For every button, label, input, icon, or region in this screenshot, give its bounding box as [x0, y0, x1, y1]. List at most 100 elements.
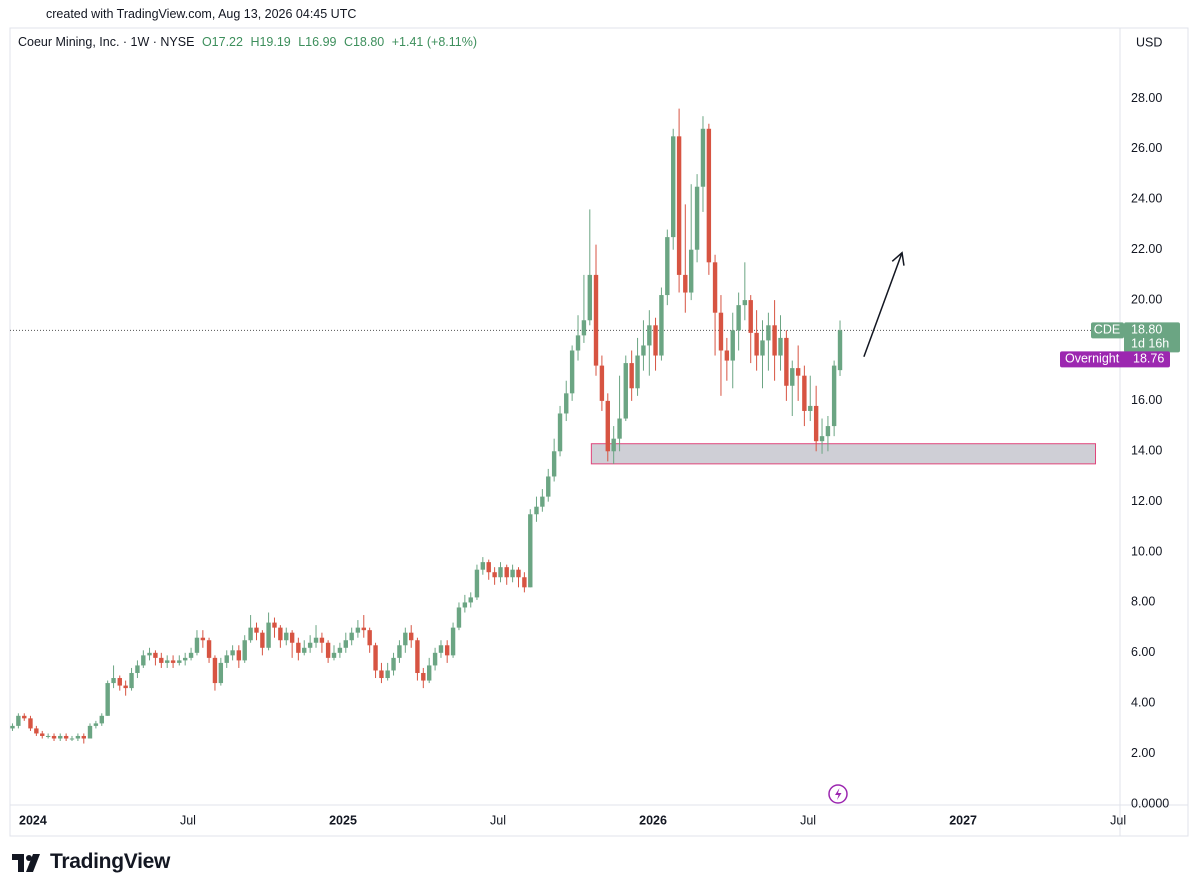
- candle-body: [736, 305, 741, 331]
- currency: USD: [1136, 35, 1162, 49]
- candle-body: [819, 436, 825, 442]
- candle-body: [355, 627, 361, 633]
- close-value: C18.80: [343, 35, 385, 49]
- candle-body: [605, 400, 610, 452]
- event-bolt[interactable]: [835, 788, 842, 800]
- candle-body: [653, 325, 658, 356]
- candle-body: [337, 647, 343, 653]
- candle-body: [51, 735, 57, 739]
- candle-body: [617, 418, 622, 439]
- overnight-tag-name: Overnight: [1065, 352, 1120, 366]
- candle-body: [700, 128, 706, 187]
- candle-body: [528, 514, 533, 588]
- candle-body: [260, 632, 265, 648]
- arrow-head: [891, 251, 905, 266]
- legend: Coeur Mining, Inc. · 1W · NYSE O17.22 H1…: [18, 35, 477, 49]
- candle-body: [795, 368, 801, 376]
- price-tag-countdown: 1d 16h: [1131, 337, 1169, 351]
- candle-body: [480, 562, 486, 570]
- candle-body: [75, 735, 81, 739]
- candle-body: [99, 715, 104, 724]
- candle-body: [784, 337, 789, 386]
- candle-body: [808, 405, 813, 411]
- candle-body: [564, 393, 569, 414]
- support-zone: [590, 443, 1097, 465]
- price-tag-value: 18.80: [1131, 323, 1162, 337]
- open-value: O17.22: [201, 35, 243, 49]
- y-tick-label: 0.0000: [1131, 796, 1169, 810]
- candle-body: [748, 300, 753, 333]
- drawings: [590, 251, 1097, 465]
- candle-body: [492, 572, 497, 578]
- candle-body: [671, 136, 676, 238]
- candle-body: [599, 365, 605, 401]
- candle-body: [10, 725, 15, 729]
- change-value: +1.41 (+8.11%): [391, 35, 477, 49]
- candle-body: [367, 630, 372, 646]
- candle-body: [510, 569, 515, 578]
- overnight-tag-value: 18.76: [1133, 352, 1164, 366]
- candle-body: [778, 337, 783, 356]
- candle-body: [272, 622, 277, 628]
- logo-part: [26, 854, 40, 872]
- candle-body: [391, 657, 396, 671]
- y-tick-label: 4.00: [1131, 696, 1155, 710]
- candle-body: [385, 670, 390, 679]
- candle-body: [63, 735, 69, 739]
- candle-body: [224, 655, 229, 663]
- candle-body: [635, 355, 640, 389]
- candle-body: [831, 365, 837, 427]
- y-tick-label: 2.00: [1131, 746, 1155, 760]
- frame: [9, 27, 1189, 837]
- candle-body: [551, 451, 557, 477]
- candle-body: [706, 128, 712, 263]
- symbol-name: Coeur Mining, Inc. · 1W · NYSE: [18, 35, 195, 49]
- candle-body: [153, 652, 158, 658]
- candle-body: [540, 496, 545, 507]
- candle-body: [188, 652, 194, 658]
- candle-body: [289, 632, 295, 643]
- candle-body: [647, 325, 652, 346]
- logo-part: [26, 855, 32, 861]
- candle-body: [683, 274, 688, 293]
- candle-body: [278, 627, 283, 641]
- candle-body: [129, 672, 134, 689]
- candle-body: [307, 642, 313, 648]
- candle-body: [444, 645, 450, 656]
- candle-body: [230, 650, 235, 656]
- candle-body: [730, 330, 735, 361]
- candle-body: [141, 655, 146, 666]
- price-tag-name-text: CDE: [1094, 323, 1120, 337]
- candle-body: [450, 627, 456, 656]
- candles: [10, 108, 843, 744]
- candle-body: [22, 715, 27, 719]
- y-tick-label: 28.00: [1131, 91, 1162, 105]
- candle-body: [164, 660, 170, 663]
- candle-body: [284, 632, 289, 641]
- candle-body: [182, 657, 188, 661]
- y-tick-label: 16.00: [1131, 393, 1162, 407]
- candle-body: [379, 670, 384, 679]
- y-tick-label: 10.00: [1131, 544, 1162, 558]
- header: created with TradingView.com, Aug 13, 20…: [46, 7, 357, 21]
- event-icon[interactable]: [828, 784, 848, 804]
- candle-body: [242, 640, 247, 661]
- y-tick-label: 12.00: [1131, 494, 1162, 508]
- candle-body: [629, 363, 634, 389]
- candle-body: [474, 569, 480, 598]
- candle-body: [194, 637, 200, 653]
- candle-body: [349, 632, 354, 641]
- candle-body: [676, 136, 682, 275]
- candle-body: [557, 413, 563, 452]
- x-tick-label: Jul: [1110, 813, 1126, 827]
- candle-body: [296, 642, 301, 653]
- candle-body: [40, 733, 45, 736]
- candle-body: [742, 300, 748, 306]
- candle-body: [694, 186, 700, 250]
- logo-part: [12, 854, 24, 872]
- candle-body: [432, 652, 438, 666]
- y-tick-label: 20.00: [1131, 292, 1162, 306]
- candle-body: [45, 735, 51, 737]
- candle-body: [397, 645, 402, 658]
